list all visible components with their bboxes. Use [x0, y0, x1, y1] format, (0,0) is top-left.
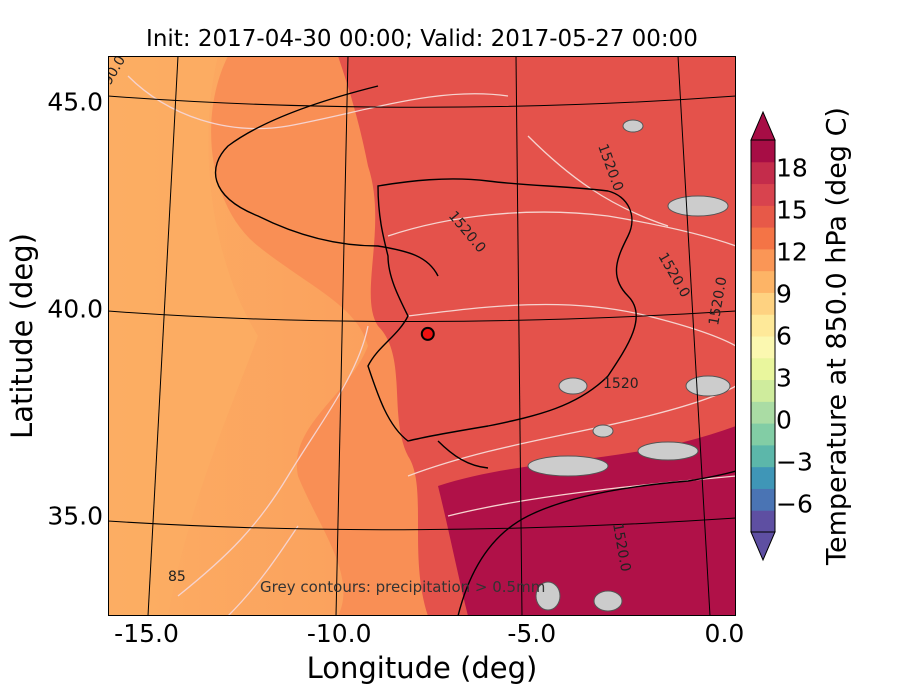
- colorbar-border: [750, 139, 776, 533]
- colorbar-segment: [751, 270, 775, 293]
- france-biscay-coast: [214, 85, 439, 277]
- gridline-lat-45: [108, 95, 736, 108]
- colorbar-segment: [751, 357, 775, 381]
- y-axis-label: Latitude (deg): [5, 233, 39, 439]
- location-marker: [420, 326, 435, 341]
- iberia-coast: [367, 178, 637, 442]
- coastlines: [214, 85, 736, 616]
- colorbar-tick-label: 18: [776, 153, 808, 183]
- y-tick-label: 35.0: [47, 501, 103, 531]
- colorbar-segment: [751, 336, 775, 359]
- colorbar-segment: [751, 379, 775, 402]
- colorbar-min-arrow: [750, 531, 776, 562]
- strait-coast: [437, 440, 489, 469]
- colorbar-tick-label: 3: [776, 363, 792, 393]
- colorbar-segment: [751, 401, 775, 424]
- cool-northwest-field: [108, 56, 258, 616]
- colorbar-segment: [751, 423, 775, 446]
- gridline-lon-minus5: [515, 56, 523, 616]
- north-africa-coast: [457, 470, 736, 616]
- colorbar-segment: [751, 314, 775, 337]
- gridline-lon-minus10: [335, 56, 349, 616]
- gridline-lon-minus15: [147, 56, 179, 616]
- colorbar-segment: [751, 488, 775, 511]
- colorbar-segment: [751, 292, 775, 315]
- colorbar-tick-label: −3: [776, 447, 813, 477]
- x-axis-label: Longitude (deg): [306, 651, 538, 685]
- contour-label-85: 85: [168, 569, 186, 585]
- gridline-lon-0: [677, 56, 711, 616]
- gridline-lat-40: [108, 310, 736, 322]
- y-tick-label: 40.0: [47, 294, 103, 324]
- colorbar-segment: [751, 248, 775, 272]
- x-tick-label: 0.0: [704, 619, 745, 648]
- precip-note: Grey contours: precipitation > 0.5mm: [260, 578, 546, 596]
- map-svg: 1520.0 1520.0 1520 1520.0 1520.0 1520.0 …: [108, 56, 736, 616]
- colorbar-segments: [751, 140, 775, 533]
- x-tick-label: -10.0: [306, 619, 372, 648]
- map-plot-area: 1520.0 1520.0 1520 1520.0 1520.0 1520.0 …: [108, 56, 736, 616]
- map-border: [108, 56, 736, 616]
- colorbar-segment: [751, 205, 775, 228]
- contour-label-1520-c: 1520: [603, 376, 639, 392]
- colorbar-segment: [751, 510, 775, 533]
- y-tick-label: 45.0: [47, 87, 103, 117]
- colorbar-max-arrow: [750, 110, 776, 141]
- colorbar-segment: [751, 140, 775, 163]
- map-title: Init: 2017-04-30 00:00; Valid: 2017-05-2…: [146, 26, 698, 52]
- hot-southern-field: [438, 426, 736, 616]
- colorbar-tick-label: 15: [776, 195, 808, 225]
- colorbar-segment: [751, 466, 775, 489]
- colorbar-segment: [751, 227, 775, 250]
- colorbar-segment: [751, 161, 775, 185]
- colorbar-tick-label: 6: [776, 321, 792, 351]
- colorbar-tick-label: 9: [776, 279, 792, 309]
- gridlines: [108, 56, 736, 616]
- colorbar-segment: [751, 444, 775, 468]
- colorbar-label: Temperature at 850.0 hPa (deg C): [821, 107, 853, 565]
- x-tick-label: -5.0: [507, 619, 557, 648]
- colorbar-tick-label: −6: [776, 489, 813, 519]
- colorbar: [750, 110, 776, 562]
- colorbar-tick-label: 12: [776, 237, 808, 267]
- colorbar-tick-label: 0: [776, 405, 792, 435]
- gridline-lat-35: [108, 517, 736, 531]
- x-tick-label: -15.0: [114, 619, 179, 648]
- colorbar-segment: [751, 183, 775, 206]
